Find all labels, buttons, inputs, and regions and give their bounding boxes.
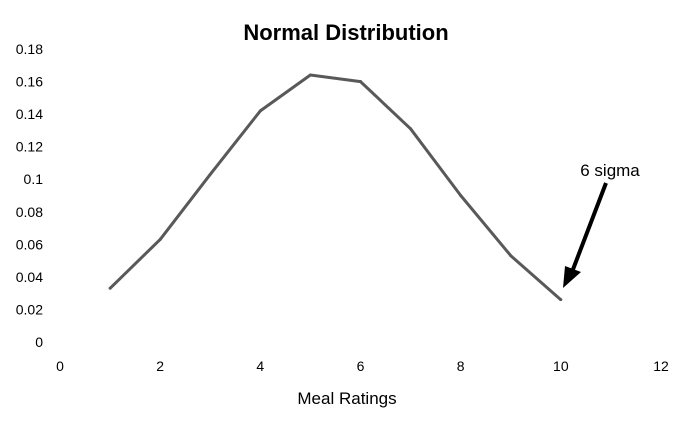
x-tick-label: 8 (457, 358, 465, 374)
data-point (208, 172, 212, 176)
series-line (109, 73, 562, 301)
x-tick-label: 6 (357, 358, 365, 374)
data-point (108, 286, 112, 290)
data-point (158, 237, 162, 241)
x-tick-label: 10 (553, 358, 569, 374)
chart-title: Normal Distribution (243, 20, 448, 45)
x-tick-label: 0 (56, 358, 64, 374)
x-tick-label: 12 (653, 358, 669, 374)
y-tick-label: 0 (35, 334, 43, 350)
y-tick-label: 0.16 (16, 74, 43, 90)
data-point (409, 127, 413, 131)
y-tick-label: 0.04 (16, 269, 43, 285)
y-tick-label: 0.12 (16, 139, 43, 155)
y-axis: 0 0.02 0.04 0.06 0.08 0.1 0.12 0.14 0.16 0.18 (16, 41, 43, 350)
data-point (459, 194, 463, 197)
y-tick-label: 0.08 (16, 204, 43, 220)
y-tick-label: 0.18 (16, 41, 43, 57)
y-tick-label: 0.1 (24, 171, 44, 187)
annotation-arrow (563, 182, 608, 288)
x-axis-label: Meal Ratings (297, 389, 396, 408)
data-point (559, 298, 563, 302)
x-tick-label: 2 (156, 358, 164, 374)
annotation-label: 6 sigma (580, 161, 640, 180)
x-tick-label: 4 (256, 358, 264, 374)
data-point (258, 109, 262, 113)
data-point (308, 73, 312, 77)
y-tick-label: 0.06 (16, 236, 43, 252)
data-point (359, 80, 362, 84)
y-tick-label: 0.14 (16, 106, 43, 122)
data-point (509, 254, 513, 258)
x-axis: 0 2 4 6 8 10 12 (56, 358, 669, 374)
y-tick-label: 0.02 (16, 301, 43, 317)
series-points (108, 73, 563, 302)
